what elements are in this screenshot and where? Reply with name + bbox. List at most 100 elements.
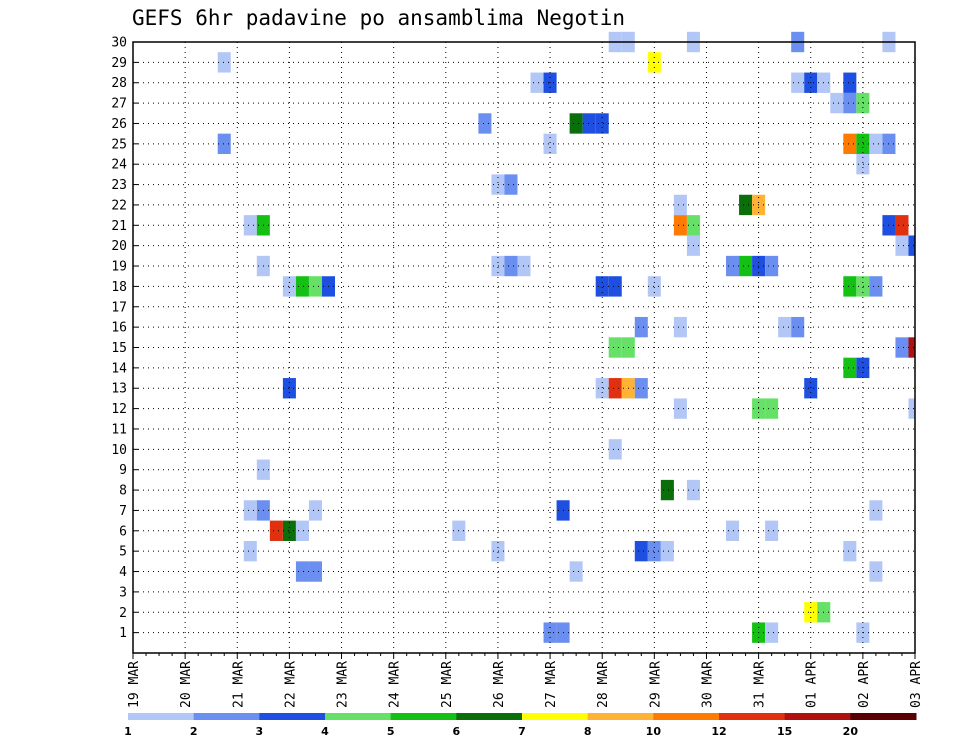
heat-cell [673,316,687,338]
heat-cell [765,398,779,419]
heat-cell [647,540,661,562]
y-tick-label: 8 [119,484,127,499]
legend: 1 2 3 4 5 6 7 8 10 12 15 20 [124,713,917,738]
heat-cell [569,113,583,134]
heat-cell [595,276,609,297]
legend-swatch [850,713,917,720]
heat-cell [543,133,557,155]
x-tick-label: 30 MAR [700,661,715,708]
x-tick-label: 21 MAR [231,661,246,708]
heat-cell [765,255,779,277]
legend-label: 15 [777,725,792,738]
legend-swatch [259,713,326,720]
y-tick-label: 3 [119,585,127,600]
heat-cell [608,337,622,358]
heat-cell [791,72,805,93]
x-tick-label: 25 MAR [440,661,455,708]
legend-swatch [193,713,260,720]
x-tick-label: 02 APR [857,661,872,708]
heat-cell [673,398,687,419]
y-tick-label: 5 [119,545,127,560]
x-tick-label: 29 MAR [648,661,663,708]
legend-label: 8 [584,725,592,738]
heat-cell [895,337,909,358]
y-tick-label: 4 [119,565,127,580]
heat-cell [608,276,622,297]
legend-label: 10 [646,725,662,738]
heat-cell [491,255,505,277]
heat-cell [673,194,687,216]
heat-cell [869,276,883,297]
x-tick-label: 31 MAR [753,661,768,708]
heat-cell [843,133,857,155]
x-tick-label: 28 MAR [596,661,611,708]
heat-cell [765,622,779,643]
heat-cell [295,276,309,297]
y-tick-label: 22 [111,198,127,213]
heat-cell [478,113,492,134]
y-tick-label: 29 [111,56,127,71]
heat-cell [804,378,818,399]
x-tick-label: 23 MAR [336,661,351,708]
heat-cell [282,378,296,399]
y-axis: 1234567891011121314151617181920212223242… [111,36,138,641]
heat-cell [843,357,857,379]
heat-cell [647,276,661,297]
y-tick-label: 25 [111,137,127,152]
heat-cell [504,255,518,277]
x-tick-label: 03 APR [909,661,924,708]
heat-cell [491,540,505,562]
legend-swatch [325,713,392,720]
legend-swatch [522,713,589,720]
y-tick-label: 13 [111,382,127,397]
heat-cell [660,479,674,501]
x-tick-label: 22 MAR [283,661,298,708]
legend-swatch [390,713,457,720]
heat-cell [843,92,857,114]
y-tick-label: 6 [119,524,127,539]
heat-cell [243,215,257,236]
y-tick-label: 20 [111,239,127,254]
heat-cell [491,174,505,195]
heat-cell [295,520,309,541]
legend-swatch [587,713,654,720]
heat-cell [530,72,544,93]
y-tick-label: 9 [119,463,127,478]
y-tick-label: 18 [111,280,127,295]
legend-swatch [128,713,195,720]
heat-cell [243,540,257,562]
legend-label: 12 [711,725,726,738]
y-tick-label: 14 [111,361,127,376]
heat-cell [856,154,870,175]
y-tick-label: 15 [111,341,127,356]
heat-cell [308,561,322,582]
legend-label: 20 [843,725,859,738]
heat-cell [295,561,309,582]
heat-cell [634,316,648,338]
x-tick-label: 26 MAR [492,661,507,708]
heat-cell [634,540,648,562]
heat-cell [739,255,753,277]
y-tick-label: 10 [111,443,127,458]
y-tick-label: 24 [111,158,127,173]
heat-cell [908,337,915,358]
y-tick-label: 1 [119,626,127,641]
y-tick-label: 2 [119,606,127,621]
x-tick-label: 01 APR [805,661,820,708]
heat-cell [608,378,622,399]
heat-cell [869,133,883,155]
legend-label: 4 [321,725,329,738]
legend-swatch [784,713,851,720]
heat-cell [739,194,753,216]
y-tick-label: 17 [111,300,127,315]
y-tick-label: 27 [111,97,127,112]
heat-cell [660,540,674,562]
heat-cell [308,276,322,297]
x-tick-label: 24 MAR [388,661,403,708]
heat-cell [217,133,231,155]
y-tick-label: 23 [111,178,127,193]
legend-swatch [653,713,720,720]
y-tick-label: 7 [119,504,127,519]
x-tick-label: 27 MAR [544,661,559,708]
